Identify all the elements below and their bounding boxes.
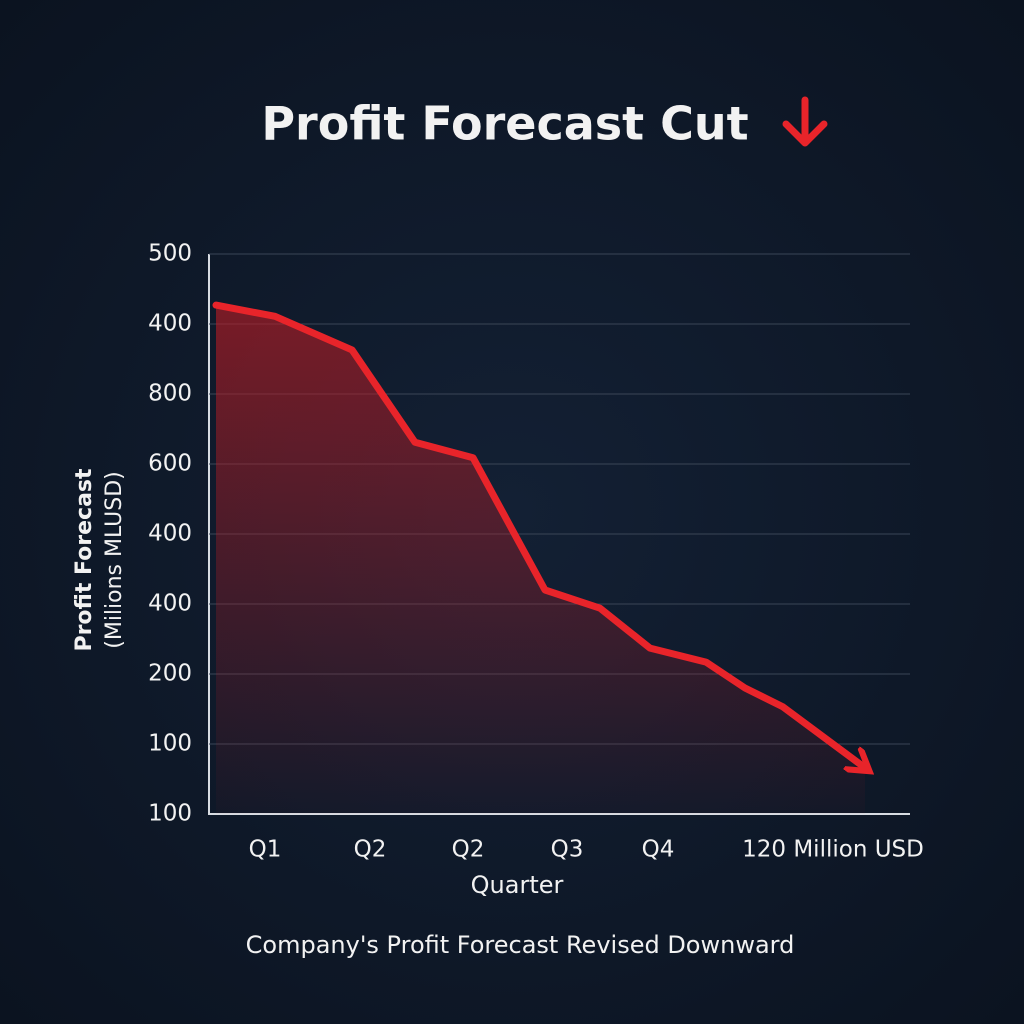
line [212,301,865,768]
x-tick-label: Q4 [642,837,675,863]
y-axis-label-line: Profit Forecast [72,468,97,652]
y-tick-label: 400 [148,311,192,337]
y-tick-label: 500 [148,241,192,267]
y-axis-label: Profit Forecast (Milions MLUSD) [72,468,127,652]
x-axis-label: Quarter [471,871,564,899]
y-tick-label: 600 [148,451,192,477]
x-tick-label: Q2 [354,837,387,863]
y-tick-label: 100 [148,731,192,757]
y-tick-label: 400 [148,591,192,617]
area [216,305,865,814]
down-arrow-icon [782,96,828,147]
x-tick-label: Q1 [249,837,282,863]
y-tick-label: 800 [148,381,192,407]
y-tick-label: 200 [148,661,192,687]
y-tick-label: 100 [148,801,192,827]
x-tick-label: Q2 [452,837,485,863]
y-tick-label: 400 [148,521,192,547]
y-axis-label-line: (Milions MLUSD) [102,471,127,649]
x-tick-label: 120 Million USD [742,837,924,863]
x-tick-label: Q3 [551,837,584,863]
chart-title: Profit Forecast Cut [261,97,748,151]
caption: Company's Profit Forecast Revised Downwa… [246,931,795,959]
